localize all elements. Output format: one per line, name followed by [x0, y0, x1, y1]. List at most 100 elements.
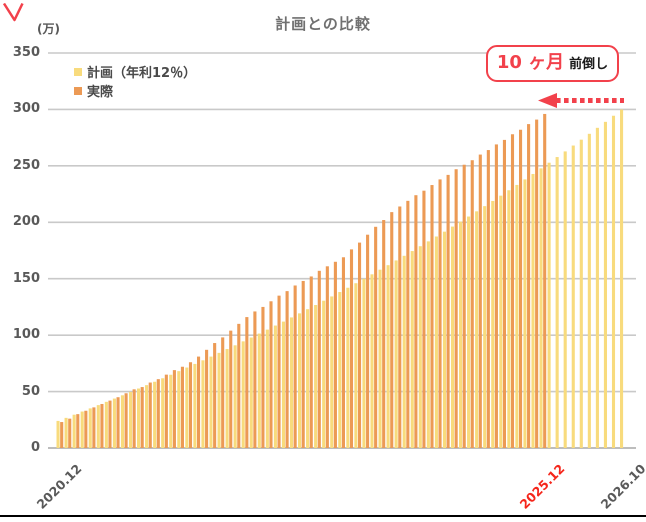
actual-bar: [398, 206, 402, 448]
plan-bar: [177, 371, 181, 448]
annotation-bubble-tail: [2, 2, 24, 22]
plan-bar: [145, 385, 149, 448]
actual-bar: [156, 379, 160, 448]
actual-bar: [543, 113, 547, 448]
actual-bar: [132, 389, 136, 448]
actual-bar: [438, 179, 442, 448]
plan-bar: [96, 405, 100, 448]
actual-bar: [229, 330, 233, 448]
annotation-bubble: 10 ヶ月 前倒し: [486, 45, 619, 82]
plan-bar: [450, 226, 455, 448]
plan-bar: [491, 200, 495, 448]
plan-bar: [442, 231, 446, 448]
legend-item-plan: 計画（年利12％）: [74, 62, 196, 81]
plan-bar: [161, 378, 165, 448]
actual-bar: [221, 337, 225, 448]
plan-bar: [507, 190, 511, 448]
actual-bar: [478, 154, 482, 449]
plan-bar: [249, 337, 253, 448]
actual-bar: [358, 242, 362, 448]
plan-bar: [330, 296, 334, 448]
plan-bar: [88, 408, 92, 448]
plan-bar: [314, 305, 318, 448]
actual-bar: [519, 129, 523, 448]
y-axis-tick-label: 100: [12, 327, 40, 343]
actual-bar: [527, 124, 531, 448]
bottom-rule: [0, 515, 646, 517]
actual-bar: [325, 266, 329, 448]
plan-bar: [620, 109, 624, 448]
actual-bar: [317, 270, 321, 448]
actual-bar: [285, 291, 289, 448]
actual-bar: [510, 134, 515, 448]
actual-bar: [374, 226, 378, 448]
actual-bar: [390, 212, 394, 448]
plan-bar: [193, 363, 197, 448]
plan-bar: [137, 388, 141, 448]
y-axis-unit-label: (万): [37, 22, 60, 36]
plan-bar: [298, 313, 302, 448]
legend: 計画（年利12％） 実際: [74, 62, 196, 100]
plan-bar: [120, 395, 124, 448]
plan-bar: [555, 157, 559, 448]
y-axis-tick-label: 300: [12, 101, 40, 117]
actual-bar: [108, 400, 112, 448]
plan-bar: [475, 211, 479, 448]
y-axis-tick-label: 350: [12, 45, 40, 60]
plan-bar: [595, 127, 599, 449]
actual-bar: [486, 150, 490, 449]
plan-bar: [217, 352, 221, 448]
legend-swatch-icon: [74, 67, 82, 76]
actual-bar: [84, 410, 88, 448]
plan-bar: [603, 121, 607, 448]
legend-item-actual: 実際: [74, 81, 196, 100]
actual-bar: [60, 422, 64, 448]
plan-bar: [459, 221, 463, 448]
actual-bar: [430, 185, 434, 449]
plan-bar: [169, 374, 173, 448]
plan-bar: [579, 139, 583, 448]
actual-bar: [68, 418, 72, 448]
actual-bar: [341, 257, 345, 448]
actual-bar: [188, 362, 193, 448]
plan-bar: [201, 360, 205, 448]
plan-bar: [483, 206, 487, 448]
plan-bars: [56, 109, 624, 449]
actual-bar: [172, 370, 176, 448]
plan-bar: [539, 168, 543, 448]
actual-bar: [406, 200, 410, 448]
actual-bar: [180, 366, 184, 448]
y-axis-tick-label: 50: [21, 383, 40, 399]
legend-swatch-icon: [74, 86, 82, 95]
annotation-suffix: 前倒し: [569, 57, 609, 72]
plan-bar: [362, 278, 366, 448]
actual-bar: [148, 382, 152, 448]
actual-bar: [462, 164, 466, 448]
plan-bar: [64, 417, 68, 448]
plan-bar: [112, 398, 116, 448]
y-axis-tick-label: 0: [30, 440, 40, 455]
legend-label: 計画（年利12％）: [87, 66, 197, 81]
actual-bar: [293, 285, 297, 448]
legend-label: 実際: [87, 85, 114, 100]
plan-bar: [306, 309, 310, 448]
actual-bars: [60, 113, 547, 449]
actual-bar: [277, 295, 281, 448]
actual-bar: [213, 343, 217, 448]
plan-bar: [587, 133, 591, 448]
plan-bar: [322, 300, 326, 448]
plan-bar: [611, 115, 616, 449]
plan-bar: [185, 367, 189, 448]
plan-bar: [402, 255, 406, 448]
plan-bar: [563, 151, 567, 448]
annotation-arrow: [538, 93, 624, 108]
actual-bar: [333, 261, 337, 448]
plan-bar: [571, 145, 575, 449]
actual-bar: [301, 280, 305, 448]
actual-bar: [269, 301, 273, 448]
actual-bar: [237, 323, 241, 448]
actual-bar: [92, 407, 96, 448]
plan-bar: [426, 241, 430, 448]
